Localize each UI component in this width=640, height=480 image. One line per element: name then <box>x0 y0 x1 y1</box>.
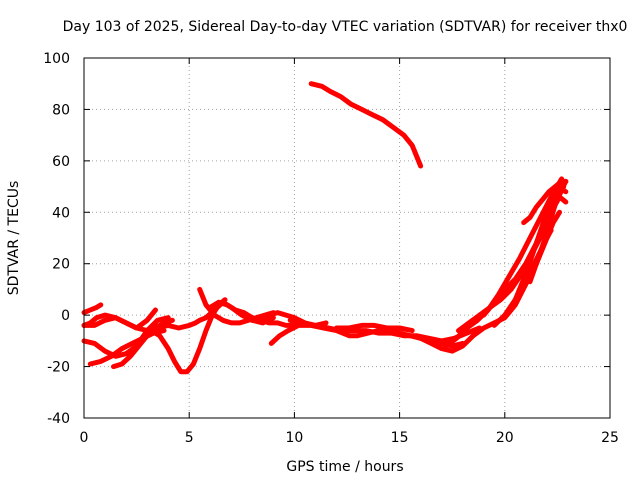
series-track-16 <box>443 176 565 349</box>
chart-title: Day 103 of 2025, Sidereal Day-to-day VTE… <box>63 19 628 35</box>
y-tick-label: 40 <box>52 205 70 221</box>
series-track-19 <box>491 194 569 328</box>
series-track-13 <box>334 322 415 334</box>
series-track-21 <box>521 178 569 226</box>
series-layer <box>81 81 569 375</box>
series-track-18 <box>481 184 569 318</box>
plot-frame <box>83 57 611 419</box>
series-track-2 <box>81 302 104 316</box>
series-track-22 <box>512 209 562 303</box>
y-axis-label: SDTVAR / TECUs <box>6 181 22 296</box>
x-tick-label: 15 <box>391 430 409 446</box>
grid-lines <box>84 58 610 418</box>
x-tick-label: 20 <box>496 430 514 446</box>
y-tick-label: 60 <box>52 154 70 170</box>
series-track-6 <box>111 317 175 370</box>
x-axis-label: GPS time / hours <box>286 459 403 475</box>
axis-ticks: 0 5 10 15 20 25 -40 -20 0 20 40 60 80 100 <box>43 51 619 446</box>
x-tick-label: 0 <box>80 430 89 446</box>
series-track-7 <box>148 297 228 375</box>
y-tick-label: 0 <box>61 308 70 324</box>
y-tick-label: 100 <box>43 51 70 67</box>
y-tick-label: 80 <box>52 102 70 118</box>
y-tick-label: -40 <box>47 411 70 427</box>
series-track-12 <box>287 317 483 344</box>
series-track-3 <box>81 315 171 359</box>
series-track-4 <box>81 307 158 331</box>
y-tick-label: 20 <box>52 257 70 273</box>
series-track-14 <box>308 81 424 169</box>
x-tick-label: 10 <box>285 430 303 446</box>
x-tick-label: 5 <box>185 430 194 446</box>
x-tick-label: 25 <box>601 430 619 446</box>
y-tick-label: -20 <box>47 360 70 376</box>
